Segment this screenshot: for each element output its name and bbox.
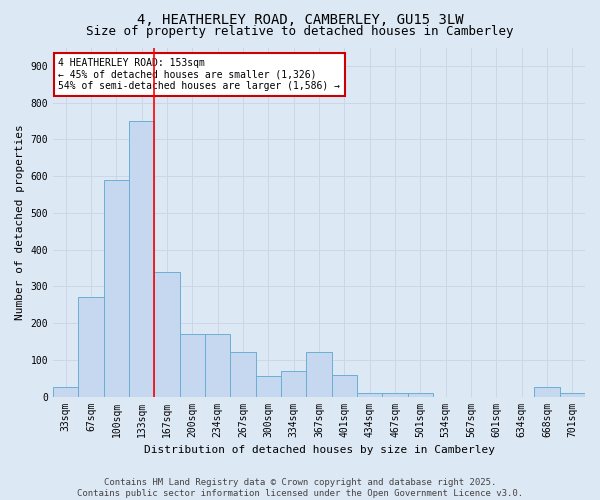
Y-axis label: Number of detached properties: Number of detached properties (15, 124, 25, 320)
Bar (230, 352, 256, 397)
Bar (535, 388, 560, 396)
Text: 4, HEATHERLEY ROAD, CAMBERLEY, GU15 3LW: 4, HEATHERLEY ROAD, CAMBERLEY, GU15 3LW (137, 12, 463, 26)
Bar (256, 376, 281, 396)
Bar (205, 334, 230, 396)
Bar (382, 393, 407, 396)
Bar (307, 352, 332, 397)
Bar (357, 393, 382, 396)
Bar (104, 180, 129, 396)
Bar (53, 388, 79, 396)
X-axis label: Distribution of detached houses by size in Camberley: Distribution of detached houses by size … (143, 445, 494, 455)
Bar (332, 374, 357, 396)
Text: Size of property relative to detached houses in Camberley: Size of property relative to detached ho… (86, 25, 514, 38)
Bar (79, 298, 104, 396)
Bar (560, 393, 585, 396)
Bar (179, 334, 205, 396)
Bar (407, 393, 433, 396)
Text: Contains HM Land Registry data © Crown copyright and database right 2025.
Contai: Contains HM Land Registry data © Crown c… (77, 478, 523, 498)
Bar (281, 371, 307, 396)
Bar (154, 272, 179, 396)
Bar (129, 121, 154, 396)
Text: 4 HEATHERLEY ROAD: 153sqm
← 45% of detached houses are smaller (1,326)
54% of se: 4 HEATHERLEY ROAD: 153sqm ← 45% of detac… (58, 58, 340, 91)
